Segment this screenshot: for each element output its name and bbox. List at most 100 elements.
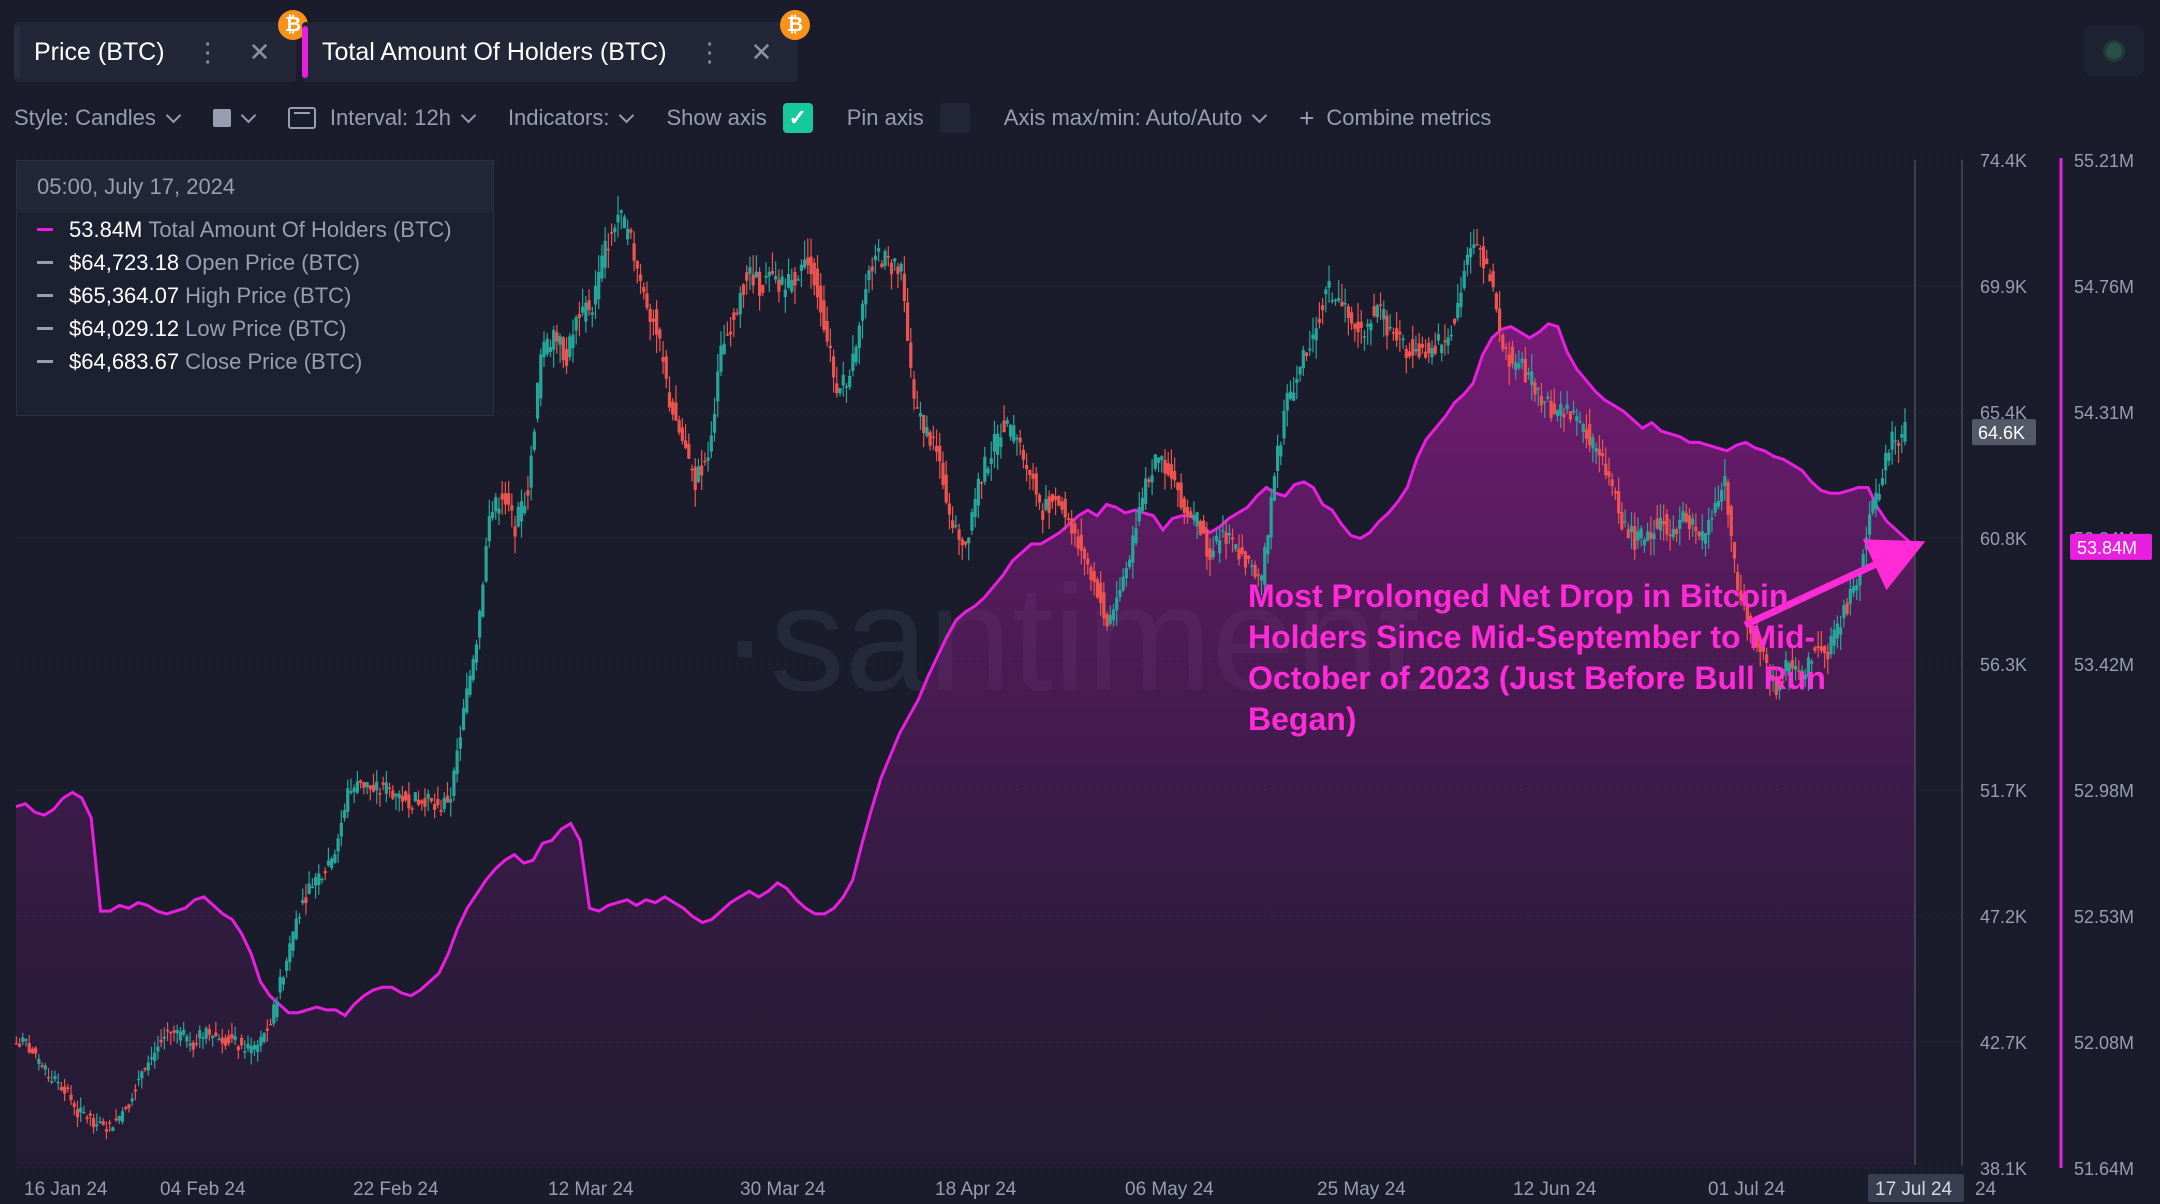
- candle-body: [239, 1037, 244, 1046]
- tooltip-value: $64,723.18: [69, 249, 180, 275]
- interval-label: Interval: 12h: [329, 105, 451, 130]
- calendar-icon: [287, 107, 316, 129]
- tab-total-holders[interactable]: Total Amount Of Holders (BTC) ⋮ ✕ ₿: [302, 10, 810, 82]
- candle-body: [532, 431, 536, 450]
- candle-body: [1317, 318, 1322, 323]
- candle-body: [27, 1043, 31, 1053]
- candle-body: [1765, 654, 1769, 664]
- candle-body: [597, 272, 601, 300]
- candle-body: [1803, 674, 1807, 680]
- price-tick-label: 51.7K: [1980, 781, 2027, 801]
- candle-body: [741, 284, 746, 295]
- candle-body: [1230, 537, 1235, 540]
- combine-metrics-button[interactable]: + Combine metrics: [1299, 103, 1491, 134]
- candle-body: [211, 1035, 215, 1038]
- data-tooltip: 05:00, July 17, 2024 53.84M Total Amount…: [16, 160, 494, 416]
- candle-body: [609, 232, 614, 234]
- candle-body: [1414, 348, 1418, 352]
- candle-body: [738, 293, 742, 315]
- candle-body: [1443, 340, 1447, 343]
- candle-body: [1308, 348, 1312, 351]
- style-label: Style: Candles: [14, 105, 156, 130]
- candle-body: [1041, 510, 1045, 520]
- axis-range-dropdown[interactable]: Axis max/min: Auto/Auto: [1004, 105, 1268, 131]
- candle-body: [658, 329, 662, 339]
- candle-body: [584, 302, 588, 322]
- candle-body: [1562, 414, 1566, 418]
- candle-body: [455, 750, 459, 775]
- candle-body: [1626, 529, 1630, 539]
- candle-body: [899, 263, 903, 272]
- candle-body: [1156, 457, 1161, 463]
- price-tick-label: 42.7K: [1980, 1033, 2027, 1053]
- candle-body: [223, 1037, 228, 1046]
- candle-body: [120, 1111, 125, 1122]
- candle-body: [1275, 445, 1280, 472]
- candle-body: [1082, 548, 1087, 560]
- candle-body: [667, 392, 672, 408]
- candle-body: [931, 436, 935, 439]
- candle-body: [1292, 392, 1296, 401]
- candle-body: [1124, 568, 1128, 579]
- candle-body: [507, 493, 511, 505]
- candle-body: [873, 255, 878, 261]
- candle-body: [400, 795, 405, 802]
- style-dropdown[interactable]: Style: Candles: [14, 105, 182, 131]
- close-icon[interactable]: ✕: [750, 36, 773, 67]
- candle-body: [461, 708, 466, 731]
- candle-body: [1832, 629, 1836, 646]
- checkbox-checked-icon[interactable]: ✓: [782, 103, 813, 133]
- candle-body: [764, 275, 768, 278]
- close-icon[interactable]: ✕: [248, 36, 271, 67]
- candle-body: [1099, 582, 1103, 604]
- candle-body: [1404, 348, 1408, 358]
- candle-body: [951, 520, 955, 529]
- color-dropdown[interactable]: [212, 107, 257, 127]
- more-vertical-icon[interactable]: ⋮: [194, 36, 221, 67]
- series-swatch: [37, 360, 53, 363]
- checkbox-empty-icon[interactable]: [939, 103, 970, 133]
- candle-body: [178, 1031, 183, 1041]
- candle-body: [593, 285, 598, 305]
- candle-body: [1649, 532, 1653, 539]
- interval-dropdown[interactable]: Interval: 12h: [287, 105, 477, 131]
- candle-body: [1160, 456, 1164, 460]
- indicators-dropdown[interactable]: Indicators:: [508, 105, 635, 131]
- pin-axis-toggle[interactable]: Pin axis: [847, 103, 970, 133]
- candle-body: [1144, 478, 1148, 504]
- candle-body: [1063, 498, 1067, 518]
- annotation-arrow: [1743, 539, 1926, 629]
- candle-body: [104, 1129, 109, 1132]
- candle-body: [1304, 352, 1309, 357]
- candle-body: [404, 791, 408, 801]
- candle-body: [201, 1037, 205, 1039]
- candle-body: [539, 354, 543, 399]
- more-vertical-icon[interactable]: ⋮: [696, 36, 723, 67]
- candle-body: [1256, 573, 1260, 576]
- candle-body: [1375, 305, 1379, 318]
- candle-body: [1253, 564, 1257, 578]
- candle-body: [410, 808, 414, 810]
- candle-body: [133, 1089, 137, 1092]
- candle-body: [1813, 647, 1817, 651]
- candle-body: [387, 787, 392, 790]
- candle-body: [918, 413, 923, 417]
- candle-body: [426, 793, 430, 799]
- status-indicator[interactable]: [2084, 26, 2144, 76]
- candle-body: [330, 858, 334, 869]
- candle-body: [719, 345, 723, 372]
- candle-body: [182, 1029, 186, 1035]
- candle-body: [1140, 497, 1145, 511]
- candle-body: [1070, 518, 1074, 534]
- candle-body: [1710, 518, 1714, 520]
- current-holders-badge: [2070, 533, 2152, 560]
- candle-body: [1742, 595, 1746, 606]
- candle-body: [934, 445, 939, 452]
- candle-body: [1501, 335, 1505, 350]
- candle-body: [841, 374, 845, 386]
- candle-body: [304, 897, 308, 904]
- candle-body: [867, 270, 871, 281]
- show-axis-toggle[interactable]: Show axis ✓: [666, 103, 813, 133]
- candle-body: [442, 797, 446, 810]
